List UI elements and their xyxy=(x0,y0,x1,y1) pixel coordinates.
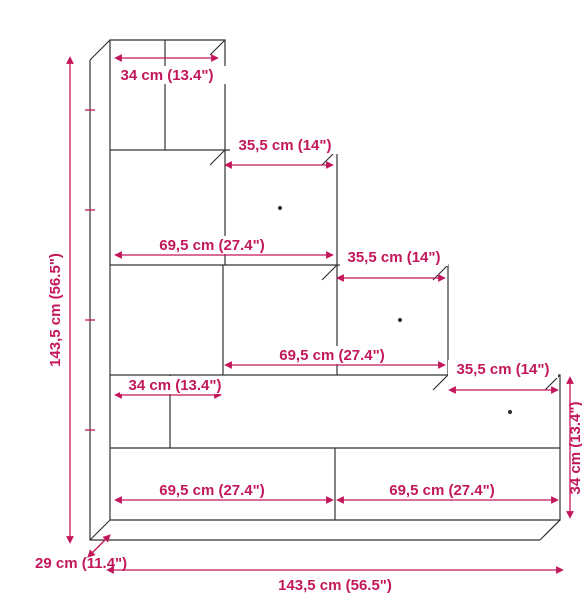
furniture-dimension-diagram: 143,5 cm (56.5") 29 cm (11.4") 143,5 cm … xyxy=(0,0,582,600)
dim-shelf-b: 69,5 cm (27.4") xyxy=(279,347,385,364)
dim-bottom-right: 69,5 cm (27.4") xyxy=(389,482,495,499)
dim-shelf-a: 69,5 cm (27.4") xyxy=(159,237,265,254)
dim-bottom-left: 69,5 cm (27.4") xyxy=(159,482,265,499)
dim-height-total: 143,5 cm (56.5") xyxy=(47,253,64,367)
dim-step3: 35,5 cm (14") xyxy=(348,249,441,266)
dim-width-total: 143,5 cm (56.5") xyxy=(278,577,392,594)
dim-side-height: 34 cm (13.4") xyxy=(567,401,582,494)
dim-cube-top: 34 cm (13.4") xyxy=(121,67,214,84)
dim-cube-mid: 34 cm (13.4") xyxy=(129,377,222,394)
dimension-annotations: 143,5 cm (56.5") 29 cm (11.4") 143,5 cm … xyxy=(35,58,582,594)
dim-step2: 35,5 cm (14") xyxy=(239,137,332,154)
shelf-outline xyxy=(90,40,560,540)
dim-step4: 35,5 cm (14") xyxy=(457,361,550,378)
